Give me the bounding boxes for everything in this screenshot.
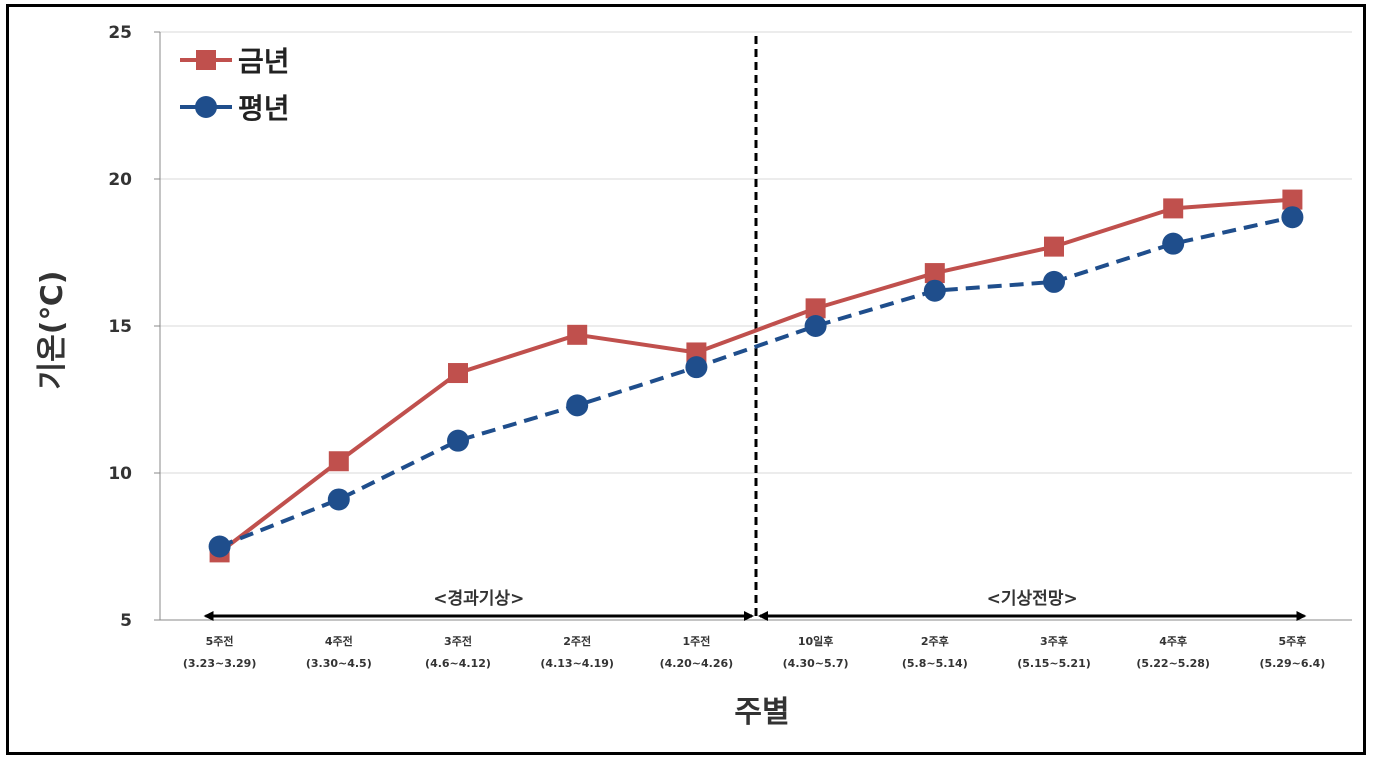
y-tick-label: 15: [108, 317, 132, 337]
x-tick-label-dates: (5.8~5.14): [902, 657, 968, 670]
x-tick-label-dates: (3.30~4.5): [306, 657, 372, 670]
data-point-circle: [804, 315, 827, 337]
data-point-circle: [1162, 232, 1185, 255]
x-tick-label: 2주전: [563, 634, 591, 648]
series-line-1: [218, 215, 1293, 549]
data-point-circle: [1281, 206, 1304, 229]
x-tick-label-dates: (3.23~3.29): [183, 657, 257, 670]
axis-layer: 5 10 15 20 25 5주전 (3.23~3.29) 4주전 (3.30~4.5) 3주전 (…: [108, 23, 1352, 670]
x-tick-label-dates: (5.22~5.28): [1136, 657, 1210, 670]
y-axis-title: 기온(℃): [35, 271, 70, 390]
x-tick-label: 2주후: [921, 634, 949, 648]
x-tick-label: 3주전: [444, 634, 472, 648]
data-point-square: [1282, 189, 1303, 210]
data-point-square: [1163, 198, 1184, 219]
x-tick-label: 1주전: [682, 634, 710, 648]
data-point-circle: [566, 394, 589, 417]
x-tick-label-dates: (4.20~4.26): [660, 657, 734, 670]
x-tick-label-dates: (4.30~5.7): [783, 657, 849, 670]
data-point-circle: [1043, 270, 1065, 293]
legend-marker: [196, 50, 216, 70]
x-tick-label: 4주후: [1159, 634, 1187, 648]
y-tick-label: 25: [108, 23, 132, 43]
y-tick-label: 20: [108, 170, 132, 190]
x-tick-label-dates: (5.15~5.21): [1017, 657, 1091, 670]
y-tick-label: 10: [108, 464, 132, 484]
x-tick-label: 3주후: [1040, 634, 1068, 648]
data-point-square: [805, 298, 826, 319]
legend-label: 금년: [238, 45, 290, 78]
data-point-circle: [327, 488, 350, 511]
y-tick-label: 5: [120, 611, 132, 631]
series-layer: [208, 189, 1304, 563]
data-point-square: [1044, 236, 1064, 257]
x-tick-label: 4주전: [325, 634, 353, 648]
chart-frame: [6, 4, 1366, 755]
x-tick-label-dates: (4.13~4.19): [540, 657, 614, 670]
data-point-square: [448, 363, 468, 384]
data-point-square: [567, 324, 588, 345]
period-label: <경과기상>: [433, 589, 524, 609]
data-point-circle: [447, 429, 469, 452]
x-axis-title: 주별: [734, 695, 789, 730]
legend-marker: [195, 96, 217, 118]
x-tick-label-dates: (4.6~4.12): [425, 657, 491, 670]
data-point-circle: [685, 356, 708, 379]
x-tick-label-dates: (5.29~6.4): [1259, 657, 1325, 670]
data-point-square: [328, 451, 349, 472]
x-tick-label: 5주후: [1278, 634, 1306, 648]
annotation-layer: <경과기상> <기상전망>: [203, 36, 1307, 621]
data-point-circle: [208, 535, 231, 558]
data-point-square: [924, 263, 945, 284]
x-tick-label: 10일후: [798, 634, 834, 648]
data-point-circle: [923, 279, 946, 302]
legend-label: 평년: [238, 92, 290, 125]
series-line-0: [218, 197, 1293, 554]
period-label: <기상전망>: [987, 589, 1078, 609]
x-tick-label: 5주전: [206, 634, 234, 648]
